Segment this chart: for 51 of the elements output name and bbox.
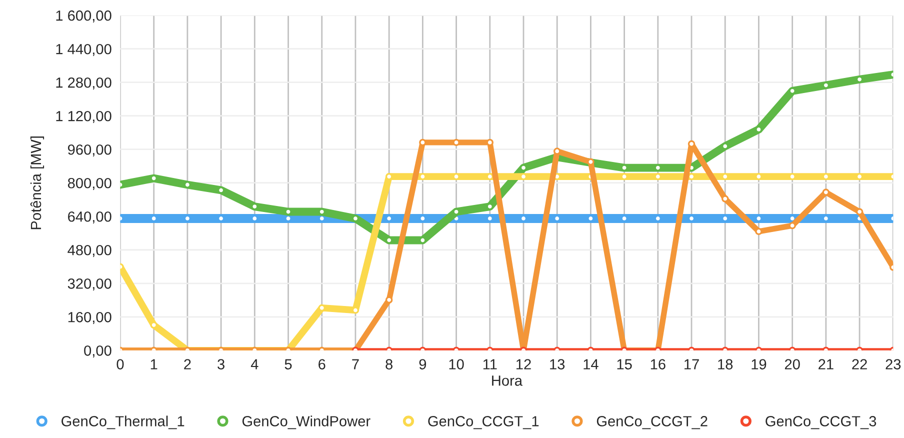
x-tick-label: 18 [718, 359, 733, 370]
y-tick-label: 1 440,00 [56, 44, 112, 56]
x-tick-label: 9 [419, 359, 426, 370]
legend-label: GenCo_CCGT_2 [596, 416, 708, 430]
legend-label: GenCo_CCGT_1 [428, 416, 539, 430]
y-axis-title: Potência [MW] [30, 136, 44, 230]
x-tick-label: 19 [752, 359, 766, 370]
point [722, 195, 729, 202]
x-tick-label: 23 [886, 359, 901, 370]
y-tick-label: 160,00 [68, 312, 112, 324]
x-tick-label: 8 [386, 359, 392, 370]
y-tick-label: 800,00 [68, 178, 112, 190]
x-tick-label: 2 [184, 359, 191, 370]
x-tick-label: 20 [784, 359, 800, 370]
x-tick-label: 11 [483, 359, 497, 370]
x-tick-label: 15 [617, 359, 632, 370]
x-tick-label: 21 [818, 359, 834, 370]
point [822, 188, 830, 196]
x-axis-title: Hora [492, 376, 522, 386]
legend-label: GenCo_CCGT_3 [766, 416, 876, 430]
point [856, 208, 864, 216]
x-tick-label: 12 [516, 359, 531, 370]
y-tick-label: 0,00 [84, 346, 112, 358]
x-tick-label: 13 [550, 359, 565, 370]
point [788, 222, 796, 230]
x-tick-label: 17 [684, 359, 699, 370]
x-tick-label: 7 [352, 359, 359, 370]
y-tick-label: 480,00 [68, 244, 112, 258]
x-tick-label: 3 [218, 359, 224, 370]
y-tick-label: 1 280,00 [56, 77, 112, 90]
legend-label: GenCo_Thermal_1 [62, 416, 184, 430]
point [385, 296, 393, 304]
y-tick-label: 640,00 [68, 211, 112, 224]
y-tick-label: 1 600,00 [56, 10, 112, 22]
x-tick-label: 16 [650, 359, 666, 370]
legend-label: GenCo_WindPower [242, 416, 370, 430]
x-tick-label: 6 [318, 359, 326, 370]
x-tick-label: 10 [449, 359, 464, 370]
point [419, 138, 426, 146]
point [755, 228, 762, 236]
x-tick-label: 4 [250, 359, 258, 370]
x-tick-label: 22 [852, 359, 867, 370]
point [150, 321, 158, 329]
point [452, 138, 460, 146]
x-tick-label: 14 [584, 359, 598, 370]
x-tick-label: 0 [116, 359, 124, 370]
y-tick-label: 960,00 [68, 144, 112, 157]
y-tick-label: 1 120,00 [56, 110, 112, 123]
y-tick-label: 320,00 [68, 278, 112, 291]
x-tick-label: 1 [150, 359, 158, 370]
x-tick-label: 5 [284, 359, 292, 370]
